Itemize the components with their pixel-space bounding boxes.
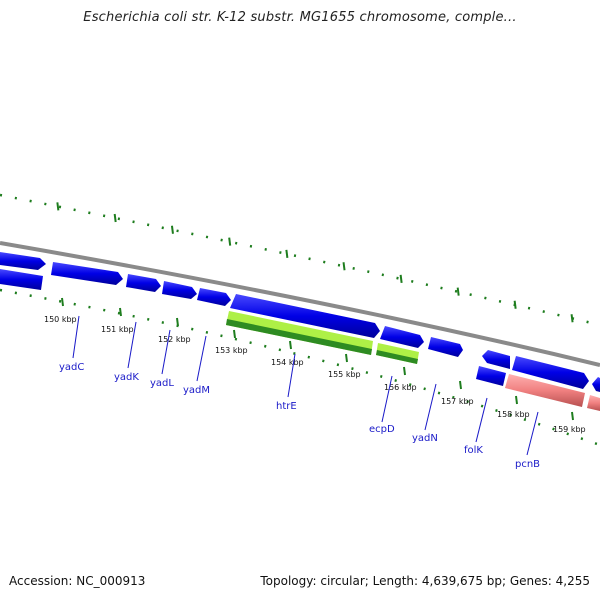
gene-feature[interactable] [51, 262, 123, 285]
gene-label-pcnB[interactable]: pcnB [515, 459, 540, 470]
gene-feature[interactable] [512, 356, 589, 389]
pseudo-feature[interactable] [587, 395, 600, 411]
chromosome-backbone [0, 241, 600, 367]
gene-label-folK[interactable]: folK [464, 445, 483, 456]
gene-feature[interactable] [197, 288, 231, 306]
gene-feature[interactable] [476, 366, 506, 386]
pseudo-feature[interactable] [505, 374, 585, 407]
gene-label-htrE[interactable]: htrE [276, 401, 297, 412]
gene-feature[interactable] [380, 326, 424, 348]
tick-label-159: 159 kbp [553, 425, 586, 434]
tick-label-155: 155 kbp [328, 370, 361, 379]
tick-label-154: 154 kbp [271, 358, 304, 367]
tick-label-152: 152 kbp [158, 335, 191, 344]
gene-label-ecpD[interactable]: ecpD [369, 424, 395, 435]
accession-label: Accession: NC_000913 [9, 574, 146, 588]
outer-major-tick [399, 274, 403, 283]
outer-major-tick [56, 202, 60, 211]
outer-major-tick [342, 262, 346, 271]
gene-label-yadL[interactable]: yadL [150, 378, 174, 389]
tick-label-151: 151 kbp [101, 325, 134, 334]
outer-major-tick [170, 225, 174, 234]
gene-feature[interactable] [482, 350, 510, 369]
gene-feature[interactable] [0, 269, 43, 290]
scale-ticks: 150 kbp 151 kbp 152 kbp 153 kbp 154 kbp … [44, 297, 586, 434]
tick-label-150: 150 kbp [44, 315, 77, 324]
outer-major-tick [113, 213, 117, 223]
outer-major-tick [285, 249, 289, 258]
gene-label-leaders [72, 315, 539, 456]
gene-track-forward[interactable] [0, 252, 600, 392]
tick-label-156: 156 kbp [384, 383, 417, 392]
gene-label-yadM[interactable]: yadM [183, 385, 210, 396]
gene-feature[interactable] [0, 252, 46, 270]
gene-feature[interactable] [126, 274, 161, 292]
gene-feature[interactable] [230, 294, 380, 338]
rna-feature-shade [226, 319, 372, 355]
tick-label-158: 158 kbp [497, 410, 530, 419]
topology-label: Topology: circular; Length: 4,639,675 bp… [260, 574, 590, 588]
outer-major-tick [570, 314, 574, 323]
tick-label-157: 157 kbp [441, 397, 474, 406]
outer-major-tick [513, 300, 517, 309]
map-title: Escherichia coli str. K-12 substr. MG165… [83, 10, 517, 25]
outer-tick-ring [0, 193, 600, 327]
gene-label-yadC[interactable]: yadC [59, 362, 84, 373]
gene-label-yadK[interactable]: yadK [114, 372, 139, 383]
outer-major-tick [456, 287, 460, 296]
rna-feature-shade [376, 350, 418, 364]
gene-feature[interactable] [162, 281, 197, 299]
gene-label-yadN[interactable]: yadN [412, 433, 438, 444]
gene-track-reverse[interactable] [0, 269, 600, 411]
gene-feature[interactable] [592, 377, 600, 392]
outer-major-tick [228, 237, 232, 246]
gene-feature[interactable] [428, 337, 463, 357]
gene-labels: yadC yadK yadL yadM htrE ecpD yadN folK … [59, 362, 540, 470]
tick-label-153: 153 kbp [215, 346, 248, 355]
